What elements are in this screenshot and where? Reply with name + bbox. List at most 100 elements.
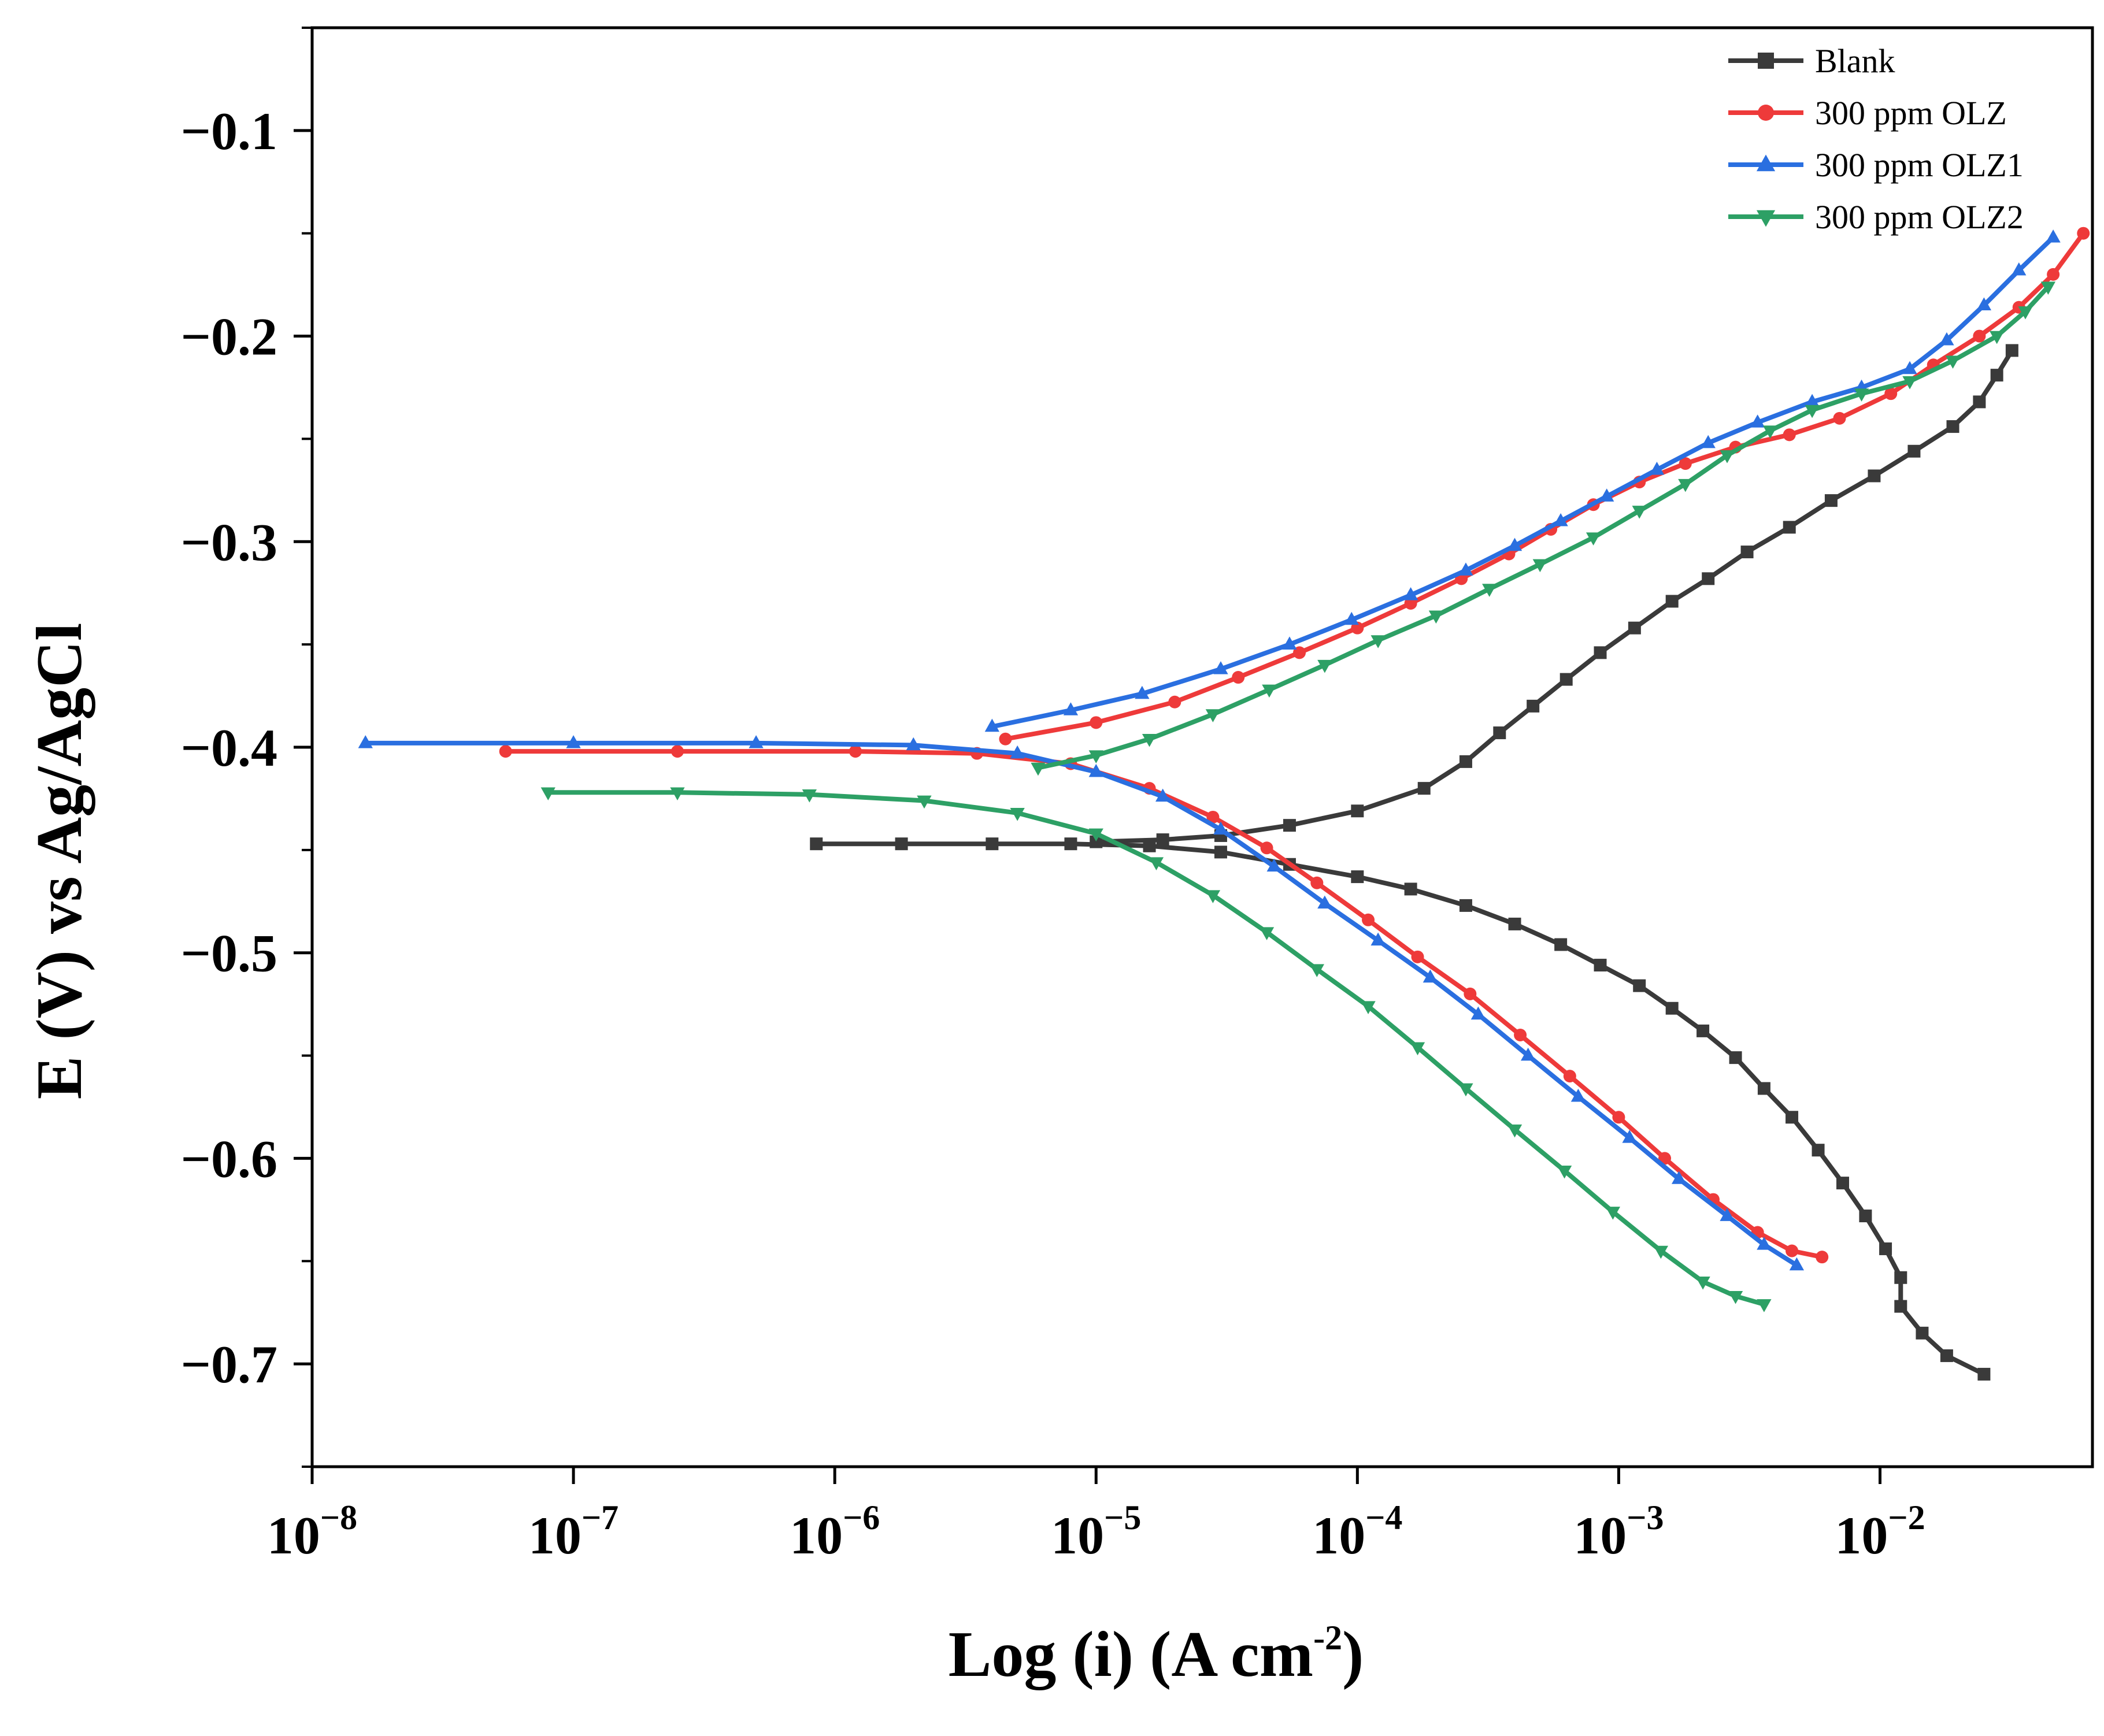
legend-label-2: 300 ppm OLZ1 xyxy=(1815,146,2024,184)
legend-marker-2 xyxy=(1756,154,1776,172)
series-0-anodic-point xyxy=(1527,699,1540,713)
series-2-anodic-point xyxy=(1599,488,1614,502)
series-1-anodic-point xyxy=(999,732,1012,745)
series-0-cathodic-point xyxy=(1404,882,1417,896)
series-0-cathodic-point xyxy=(895,837,908,851)
series-2-cathodic-point xyxy=(1470,1006,1486,1020)
series-2-anodic-point xyxy=(1282,636,1297,650)
series-3-cathodic-point xyxy=(1088,828,1103,842)
x-tick-label-5: 10−3 xyxy=(1573,1498,1664,1565)
series-1-anodic-point xyxy=(1679,457,1692,470)
series-2-cathodic-point xyxy=(749,735,764,748)
x-tick-exp: −2 xyxy=(1888,1498,1925,1537)
series-0-cathodic-point xyxy=(1554,938,1568,951)
series-3-cathodic-point xyxy=(1695,1277,1710,1290)
series-0-anodic-point xyxy=(1907,444,1921,458)
series-0-anodic-point xyxy=(1156,833,1169,847)
x-tick-exp: −5 xyxy=(1104,1498,1141,1537)
series-3-anodic-point xyxy=(1854,388,1869,402)
series-3-anodic-point xyxy=(1902,376,1917,390)
series-2-cathodic-point xyxy=(1789,1257,1805,1271)
x-tick-exp: −3 xyxy=(1627,1498,1664,1537)
legend: Blank 300 ppm OLZ 300 ppm OLZ1 300 ppm OLZ2 xyxy=(1728,42,2024,236)
series-3-cathodic-point xyxy=(540,787,555,801)
series-3-anodic-point xyxy=(1632,506,1647,519)
series-2-anodic-point xyxy=(1403,587,1418,600)
legend-label-1: 300 ppm OLZ xyxy=(1815,94,2007,132)
series-1-anodic-point xyxy=(1783,428,1796,442)
series-3-cathodic-point xyxy=(1205,890,1221,903)
series-1-cathodic-point xyxy=(1563,1070,1576,1083)
series-3 xyxy=(540,281,2056,1312)
y-tick-label-4: −0.5 xyxy=(181,924,277,983)
series-3-anodic-point xyxy=(1370,635,1386,648)
series-1-cathodic-point xyxy=(1816,1251,1829,1264)
series-2 xyxy=(358,229,2061,1271)
series-0-anodic-point xyxy=(1493,726,1506,740)
y-tick-label-5: −0.6 xyxy=(181,1129,277,1188)
series-0-cathodic-point xyxy=(1894,1271,1907,1284)
series-0-anodic-point xyxy=(1740,546,1754,559)
x-tick-base: 10 xyxy=(790,1506,843,1565)
series-3-anodic-point xyxy=(1428,610,1444,624)
series-2-cathodic-point xyxy=(1622,1130,1637,1143)
series-3-anodic-point xyxy=(1805,405,1820,418)
series-0-anodic-point xyxy=(1702,572,1715,585)
series-3-anodic-point xyxy=(1720,450,1735,463)
x-tick-label-2: 10−6 xyxy=(790,1498,880,1565)
x-tick-label-4: 10−4 xyxy=(1312,1498,1402,1565)
series-3-cathodic-point xyxy=(1149,857,1164,870)
series-2-cathodic-point xyxy=(1671,1171,1687,1184)
series-2-anodic-point xyxy=(2012,262,2027,276)
series-1-cathodic-line xyxy=(503,749,1825,1260)
series-1-cathodic-point xyxy=(1260,841,1273,855)
series-0-anodic-point xyxy=(1351,804,1364,818)
series-3-anodic-point xyxy=(1031,762,1046,776)
series-0-cathodic-point xyxy=(810,837,823,851)
series-2-anodic-point xyxy=(1135,685,1150,699)
series-3-cathodic-point xyxy=(1361,1001,1376,1014)
y-tick-label-6: −0.7 xyxy=(181,1335,277,1394)
series-2-cathodic-point xyxy=(1317,895,1332,909)
series-3-anodic-point xyxy=(1989,331,2005,344)
x-axis-ticks: 10−8 10−7 10−6 10−5 10−4 10−3 10−2 xyxy=(267,1467,1925,1565)
series-0-cathodic-point xyxy=(1665,1001,1679,1015)
y-tick-label-1: −0.2 xyxy=(181,307,277,366)
legend-label-0: Blank xyxy=(1815,42,1895,80)
series-0-cathodic-line xyxy=(814,841,1987,1377)
series-1-anodic-point xyxy=(1232,671,1245,684)
series-2-anodic-point xyxy=(1902,361,1917,374)
series-2-anodic-point xyxy=(1649,462,1665,475)
series-1-cathodic-point xyxy=(1786,1244,1799,1258)
series-3-cathodic-point xyxy=(1507,1124,1523,1138)
series-3-cathodic-point xyxy=(1653,1245,1669,1259)
legend-label-3: 300 ppm OLZ2 xyxy=(1815,198,2024,236)
series-0-cathodic-point xyxy=(1977,1367,1991,1381)
y-tick-label-3: −0.4 xyxy=(181,718,277,777)
series-2-anodic-point xyxy=(1063,702,1079,715)
series-0-cathodic-point xyxy=(1836,1177,1849,1190)
x-axis-title: Log (i) (A cm-2) xyxy=(949,1619,1364,1690)
series-2-cathodic-point xyxy=(1570,1088,1586,1102)
series-2-cathodic-point xyxy=(566,735,581,748)
x-tick-base: 10 xyxy=(1573,1506,1627,1565)
series-2-anodic-point xyxy=(1507,537,1523,551)
series-0-cathodic-point xyxy=(986,837,999,851)
series-0-cathodic-point xyxy=(1812,1144,1825,1157)
legend-marker-1 xyxy=(1758,105,1774,121)
series-2-cathodic-point xyxy=(1010,745,1025,759)
series-0-cathodic-point xyxy=(1696,1024,1710,1037)
y-axis-ticks: −0.1 −0.2 −0.3 −0.4 −0.5 −0.6 −0.7 xyxy=(181,27,312,1468)
series-0-cathodic-point xyxy=(1940,1349,1953,1362)
x-axis-title-close: ) xyxy=(1342,1619,1364,1690)
series-1-cathodic-point xyxy=(1411,950,1424,963)
series-1-cathodic-point xyxy=(1310,876,1324,889)
series-3-anodic-point xyxy=(2018,306,2033,320)
series-3-cathodic-point xyxy=(1259,927,1275,940)
series-0-anodic-point xyxy=(1628,621,1641,635)
series-3-cathodic-point xyxy=(670,787,685,801)
series-2-anodic-point xyxy=(1458,562,1473,576)
series-0-cathodic-point xyxy=(1859,1210,1872,1223)
series-2-cathodic-point xyxy=(1266,858,1281,872)
